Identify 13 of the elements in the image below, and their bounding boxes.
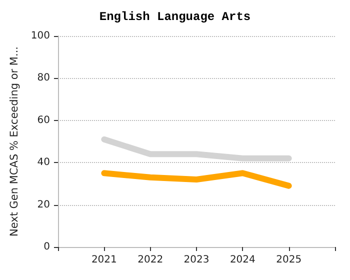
x-tick-label: 2021	[91, 254, 117, 266]
y-tick-label: 60	[37, 114, 50, 126]
x-tick-label: 2023	[184, 254, 210, 266]
y-tick-label: 20	[37, 199, 50, 210]
chart-title: English Language Arts	[99, 10, 251, 24]
x-tick-label: 2022	[138, 254, 164, 266]
y-axis-title: Next Gen MCAS % Exceeding or M...	[8, 46, 20, 237]
y-tick-label: 100	[30, 30, 50, 42]
x-tick-label: 2024	[230, 254, 256, 266]
y-tick-label: 80	[37, 72, 50, 84]
y-tick-label: 40	[37, 157, 50, 168]
y-tick-label: 0	[44, 242, 50, 252]
x-tick-label: 2025	[276, 254, 302, 266]
